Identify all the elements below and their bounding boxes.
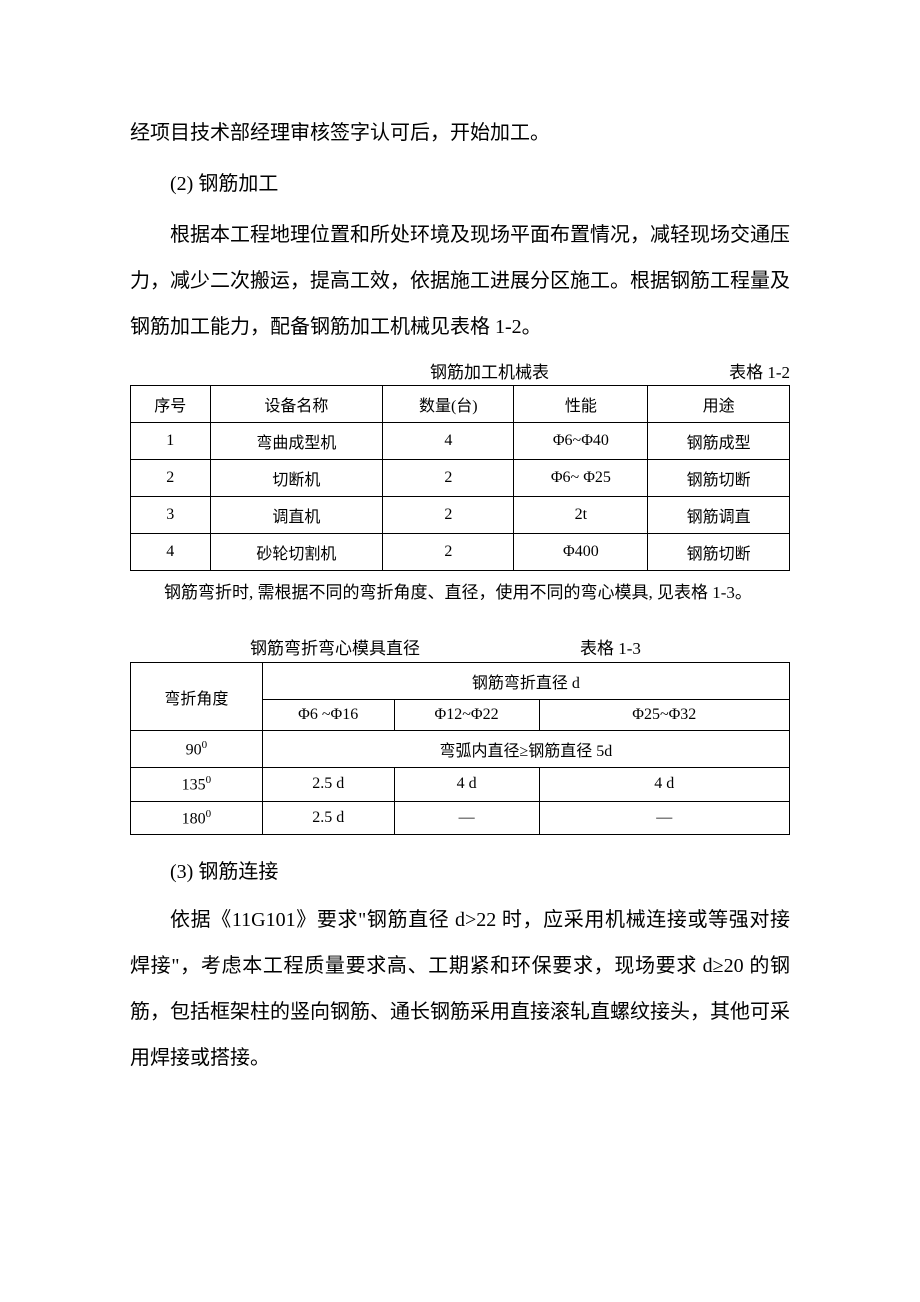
table-header-cell: Φ6 ~Φ16 xyxy=(262,700,394,731)
table-header-cell: 设备名称 xyxy=(210,386,383,423)
table1-title: 钢筋加工机械表 xyxy=(130,358,729,383)
table-cell: 1 xyxy=(131,423,211,460)
paragraph-connection: 依据《11G101》要求"钢筋直径 d>22 时，应采用机械连接或等强对接焊接"… xyxy=(130,897,790,1081)
table-cell: 2.5 d xyxy=(262,768,394,801)
table-row: 序号 设备名称 数量(台) 性能 用途 xyxy=(131,386,790,423)
table2-caption: 钢筋弯折弯心模具直径 表格 1-3 xyxy=(130,634,790,659)
table-cell: 钢筋切断 xyxy=(648,534,790,571)
table-cell: Φ6~Φ40 xyxy=(514,423,648,460)
paragraph-intro: 经项目技术部经理审核签字认可后，开始加工。 xyxy=(130,110,790,156)
table-cell: 钢筋调直 xyxy=(648,497,790,534)
table-cell: 调直机 xyxy=(210,497,383,534)
table-row: 900 弯弧内直径≥钢筋直径 5d xyxy=(131,731,790,768)
table-cell: 1800 xyxy=(131,801,263,834)
paragraph-context: 根据本工程地理位置和所处环境及现场平面布置情况，减轻现场交通压力，减少二次搬运，… xyxy=(130,212,790,350)
table-cell: 4 xyxy=(131,534,211,571)
table-cell: 弯弧内直径≥钢筋直径 5d xyxy=(262,731,789,768)
table-cell: 钢筋成型 xyxy=(648,423,790,460)
table-cell: 2 xyxy=(383,497,514,534)
table-row: 4 砂轮切割机 2 Φ400 钢筋切断 xyxy=(131,534,790,571)
table-cell: 4 xyxy=(383,423,514,460)
table2-title: 钢筋弯折弯心模具直径 xyxy=(130,634,420,659)
table-cell: 2 xyxy=(383,460,514,497)
table-cell: 2.5 d xyxy=(262,801,394,834)
table-row: 1800 2.5 d — — xyxy=(131,801,790,834)
table-cell: 弯曲成型机 xyxy=(210,423,383,460)
table-cell: 钢筋切断 xyxy=(648,460,790,497)
table-row: 1350 2.5 d 4 d 4 d xyxy=(131,768,790,801)
table-cell: 2t xyxy=(514,497,648,534)
table2-label: 表格 1-3 xyxy=(420,634,641,659)
table-header-cell: 钢筋弯折直径 d xyxy=(262,663,789,700)
table-cell: 4 d xyxy=(539,768,789,801)
table-row: 弯折角度 钢筋弯折直径 d xyxy=(131,663,790,700)
table-header-cell: Φ12~Φ22 xyxy=(394,700,539,731)
table-cell: 3 xyxy=(131,497,211,534)
table-cell: 2 xyxy=(383,534,514,571)
table-header-cell: 用途 xyxy=(648,386,790,423)
table-row: 3 调直机 2 2t 钢筋调直 xyxy=(131,497,790,534)
table-row: 2 切断机 2 Φ6~ Φ25 钢筋切断 xyxy=(131,460,790,497)
table-header-cell: 弯折角度 xyxy=(131,663,263,731)
table-machinery: 序号 设备名称 数量(台) 性能 用途 1 弯曲成型机 4 Φ6~Φ40 钢筋成… xyxy=(130,385,790,571)
section-heading-3: (3) 钢筋连接 xyxy=(130,849,790,895)
table-cell: — xyxy=(394,801,539,834)
table-cell: 2 xyxy=(131,460,211,497)
section-heading-2: (2) 钢筋加工 xyxy=(130,161,790,207)
table-cell: — xyxy=(539,801,789,834)
table-cell: 切断机 xyxy=(210,460,383,497)
table-cell: 砂轮切割机 xyxy=(210,534,383,571)
table-cell: 900 xyxy=(131,731,263,768)
table1-label: 表格 1-2 xyxy=(729,358,790,383)
table-header-cell: 性能 xyxy=(514,386,648,423)
table-cell: Φ6~ Φ25 xyxy=(514,460,648,497)
table-cell: Φ400 xyxy=(514,534,648,571)
table-row: 1 弯曲成型机 4 Φ6~Φ40 钢筋成型 xyxy=(131,423,790,460)
table-header-cell: Φ25~Φ32 xyxy=(539,700,789,731)
table1-caption: 钢筋加工机械表 表格 1-2 xyxy=(130,358,790,383)
table-header-cell: 序号 xyxy=(131,386,211,423)
table-header-cell: 数量(台) xyxy=(383,386,514,423)
table-bending-mold: 弯折角度 钢筋弯折直径 d Φ6 ~Φ16 Φ12~Φ22 Φ25~Φ32 90… xyxy=(130,662,790,835)
table1-note: 钢筋弯折时, 需根据不同的弯折角度、直径，使用不同的弯心模具, 见表格 1-3。 xyxy=(130,577,790,609)
table-cell: 4 d xyxy=(394,768,539,801)
table-cell: 1350 xyxy=(131,768,263,801)
